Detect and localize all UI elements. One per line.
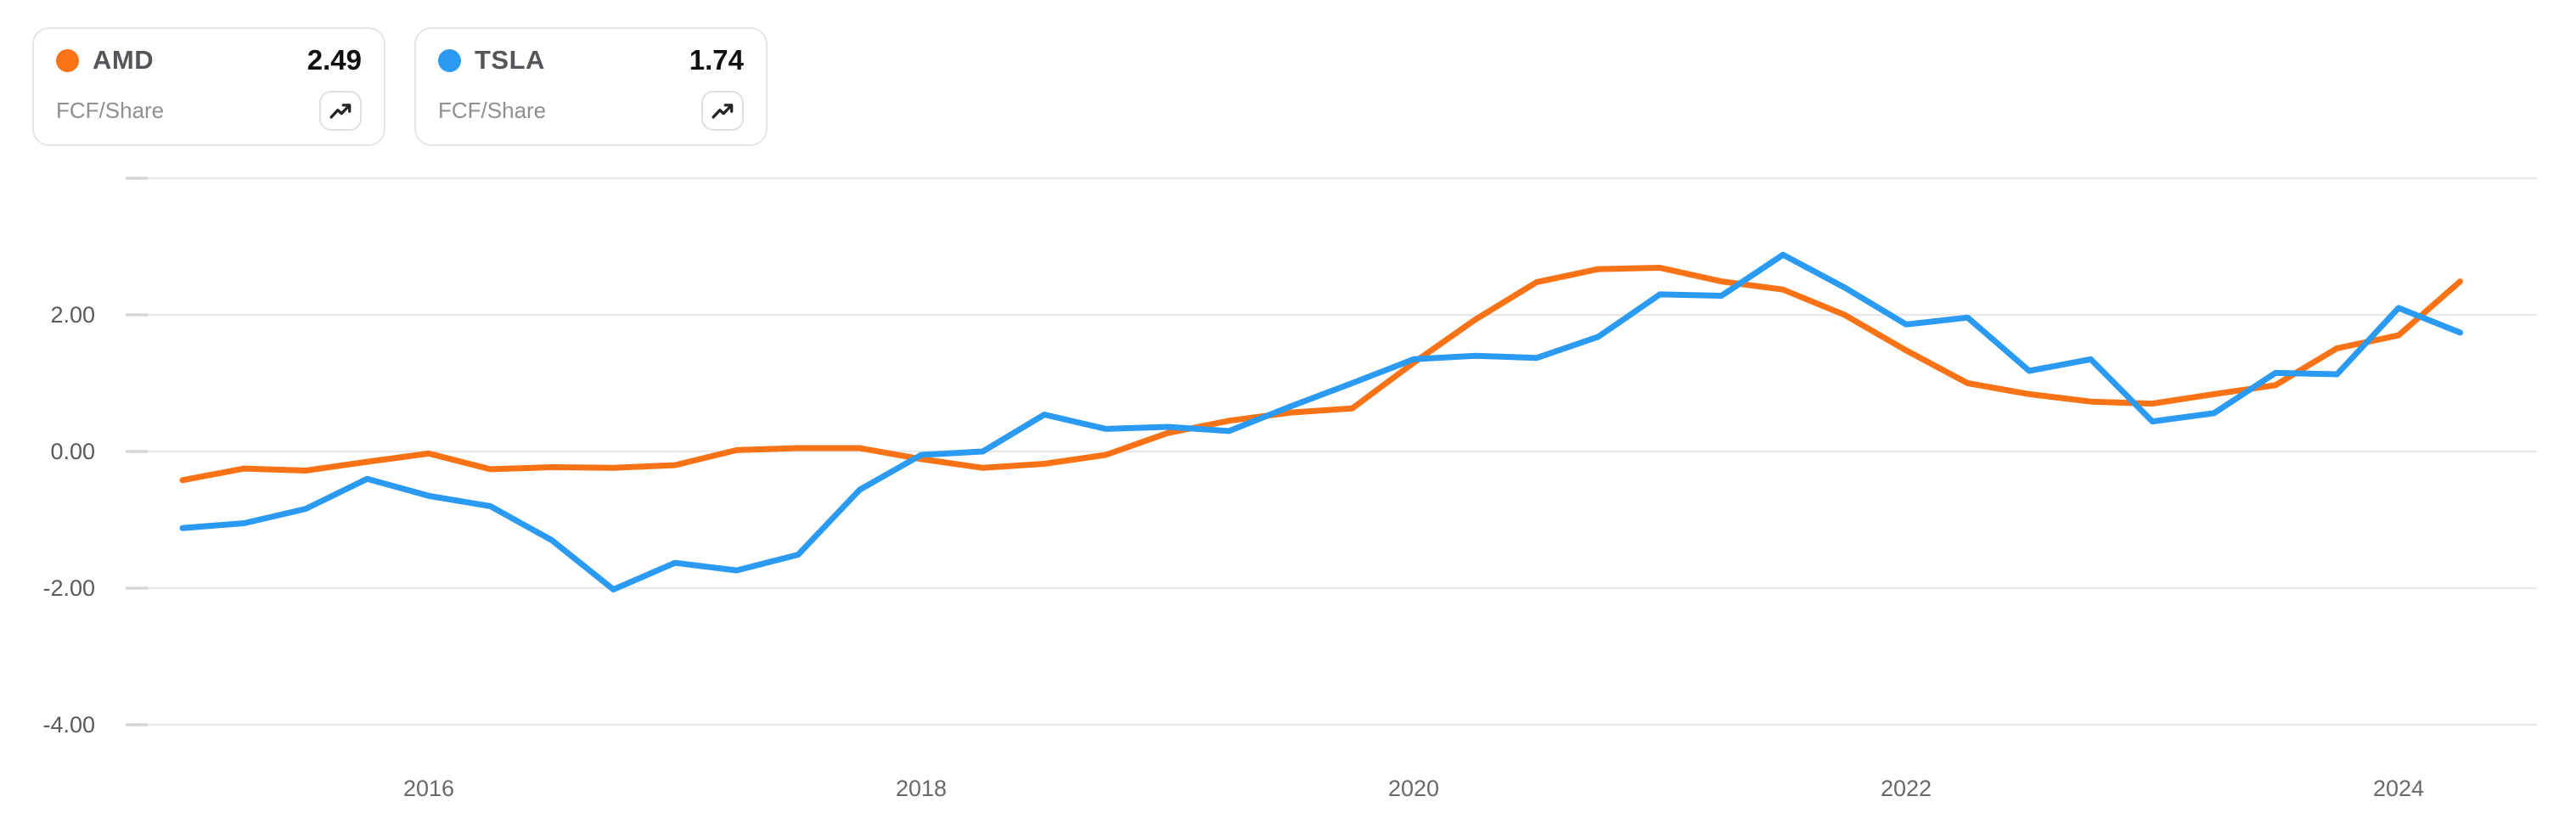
tsla-series-line[interactable] — [179, 251, 2463, 593]
y-tick-label: 0.00 — [50, 439, 95, 464]
y-tick-label: -2.00 — [42, 575, 95, 601]
tsla-series-color-dot — [438, 48, 461, 72]
x-tick-label: 2024 — [2373, 776, 2424, 801]
tsla-metric-label: FCF/Share — [438, 98, 547, 123]
x-tick-label: 2020 — [1388, 776, 1439, 801]
trending-up-icon — [329, 103, 352, 119]
amd-metric-label: FCF/Share — [56, 98, 165, 123]
amd-trend-chart-button[interactable] — [319, 91, 362, 131]
amd-series-color-dot — [56, 48, 79, 72]
legend-card-amd[interactable]: AMD 2.49 FCF/Share — [32, 27, 385, 146]
y-tick-label: -4.00 — [42, 712, 95, 737]
tsla-current-value: 1.74 — [689, 44, 744, 76]
x-tick-label: 2022 — [1881, 776, 1932, 801]
amd-symbol-label: AMD — [93, 45, 155, 75]
tsla-symbol-label: TSLA — [475, 45, 545, 75]
amd-series-line[interactable] — [179, 265, 2463, 484]
x-tick-label: 2018 — [896, 776, 947, 801]
x-tick-label: 2016 — [403, 776, 454, 801]
tsla-trend-chart-button[interactable] — [701, 91, 744, 131]
trending-up-icon — [711, 103, 734, 119]
legend-card-tsla[interactable]: TSLA 1.74 FCF/Share — [414, 27, 768, 146]
y-tick-label: 2.00 — [50, 302, 95, 328]
legend: AMD 2.49 FCF/Share TSLA 1.74 FCF — [32, 27, 768, 146]
amd-current-value: 2.49 — [307, 44, 362, 76]
